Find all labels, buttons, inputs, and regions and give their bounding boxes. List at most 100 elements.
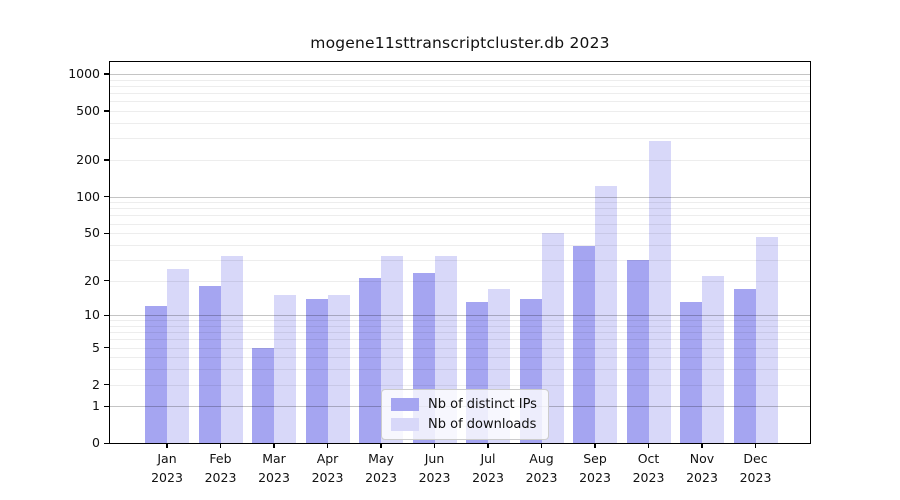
y-axis-tick-label: 20: [84, 272, 100, 288]
y-axis-tick-label: 2: [92, 376, 100, 392]
minor-gridline: [110, 384, 810, 386]
minor-gridline: [110, 92, 810, 94]
x-axis-tick: [433, 443, 436, 448]
legend: Nb of distinct IPs Nb of downloads: [381, 389, 549, 440]
bar-distinct-ips: [305, 298, 328, 443]
legend-item-distinct-ips: Nb of distinct IPs: [391, 397, 537, 412]
minor-gridline: [110, 202, 810, 204]
x-axis-month-label: Nov 2023: [686, 451, 718, 485]
x-axis-month-label: Dec 2023: [739, 451, 772, 485]
y-axis-tick-label: 10: [84, 307, 100, 323]
y-axis-tick: [104, 442, 110, 445]
y-axis-tick-label: 1000: [68, 65, 100, 81]
x-axis-tick: [219, 443, 222, 448]
x-axis-month-label: Sep 2023: [579, 451, 611, 485]
major-gridline: [110, 196, 810, 198]
y-axis-tick-label: 50: [84, 225, 100, 241]
bar-downloads: [167, 269, 189, 443]
y-axis-tick-label: 1: [92, 398, 100, 414]
minor-gridline: [110, 259, 810, 261]
y-axis-tick-label: 0: [92, 435, 100, 451]
x-axis-month-label: May 2023: [365, 451, 397, 485]
minor-gridline: [110, 79, 810, 81]
bar-downloads: [595, 186, 617, 443]
plot-area: Nb of distinct IPs Nb of downloads: [109, 61, 811, 444]
x-axis-tick: [326, 443, 329, 448]
y-axis-tick: [104, 280, 110, 282]
y-axis-tick: [104, 384, 110, 386]
bar-downloads: [702, 275, 724, 443]
bar-distinct-ips: [733, 288, 756, 443]
x-axis-tick: [754, 443, 757, 448]
bar-downloads: [755, 237, 778, 443]
x-axis-tick: [594, 443, 596, 448]
y-axis-tick: [104, 73, 110, 75]
bar-distinct-ips: [626, 259, 649, 443]
x-axis-tick: [166, 443, 168, 448]
x-axis-month-label: Apr 2023: [311, 451, 344, 485]
minor-gridline: [110, 101, 810, 103]
major-gridline: [110, 315, 810, 317]
y-axis-tick-label: 200: [76, 151, 100, 167]
y-axis-tick: [104, 405, 110, 408]
y-axis-tick: [104, 347, 110, 349]
minor-gridline: [110, 347, 810, 349]
bar-distinct-ips: [145, 306, 167, 443]
x-axis-month-label: Feb 2023: [204, 451, 237, 485]
minor-gridline: [110, 110, 810, 112]
y-axis-tick: [104, 159, 110, 161]
minor-gridline: [110, 325, 810, 327]
x-axis-month-label: Aug 2023: [525, 451, 558, 485]
minor-gridline: [110, 138, 810, 140]
y-axis-tick: [104, 110, 110, 112]
legend-item-downloads: Nb of downloads: [391, 417, 537, 432]
minor-gridline: [110, 223, 810, 225]
x-axis-month-label: Mar 2023: [258, 451, 290, 485]
bar-distinct-ips: [198, 285, 221, 443]
bar-downloads: [648, 140, 671, 443]
bar-downloads: [274, 295, 296, 443]
bar-distinct-ips: [573, 246, 595, 443]
minor-gridline: [110, 215, 810, 217]
x-axis-tick: [273, 443, 275, 448]
y-axis-tick-label: 100: [76, 188, 100, 204]
minor-gridline: [110, 85, 810, 87]
y-axis-tick: [104, 196, 110, 198]
legend-swatch-distinct-ips: [391, 398, 419, 411]
minor-gridline: [110, 244, 810, 246]
y-axis-tick-label: 500: [76, 102, 100, 118]
bar-distinct-ips: [680, 302, 702, 443]
chart-title: mogene11sttranscriptcluster.db 2023: [310, 34, 610, 52]
y-axis-tick-label: 5: [92, 339, 100, 355]
minor-gridline: [110, 332, 810, 334]
minor-gridline: [110, 320, 810, 322]
bar-distinct-ips: [359, 278, 381, 443]
bar-distinct-ips: [252, 347, 274, 443]
minor-gridline: [110, 122, 810, 124]
minor-gridline: [110, 233, 810, 235]
y-axis-tick: [104, 314, 110, 316]
x-axis-tick: [647, 443, 650, 448]
major-gridline: [110, 73, 810, 75]
bar-downloads: [220, 256, 243, 443]
minor-gridline: [110, 208, 810, 210]
legend-label-downloads: Nb of downloads: [428, 417, 537, 432]
x-axis-month-label: Jul 2023: [472, 451, 504, 485]
legend-label-distinct-ips: Nb of distinct IPs: [428, 397, 537, 412]
legend-swatch-downloads: [391, 418, 419, 431]
bar-downloads: [327, 295, 350, 443]
x-axis-tick: [701, 443, 703, 448]
minor-gridline: [110, 369, 810, 371]
x-axis-tick: [487, 443, 489, 448]
x-axis-month-label: Jan 2023: [151, 451, 183, 485]
x-axis-tick: [380, 443, 382, 448]
x-axis-month-label: Oct 2023: [632, 451, 665, 485]
x-axis-month-label: Jun 2023: [418, 451, 451, 485]
x-axis-tick: [540, 443, 543, 448]
minor-gridline: [110, 357, 810, 359]
minor-gridline: [110, 280, 810, 282]
minor-gridline: [110, 159, 810, 161]
minor-gridline: [110, 339, 810, 341]
y-axis-tick: [104, 232, 110, 234]
